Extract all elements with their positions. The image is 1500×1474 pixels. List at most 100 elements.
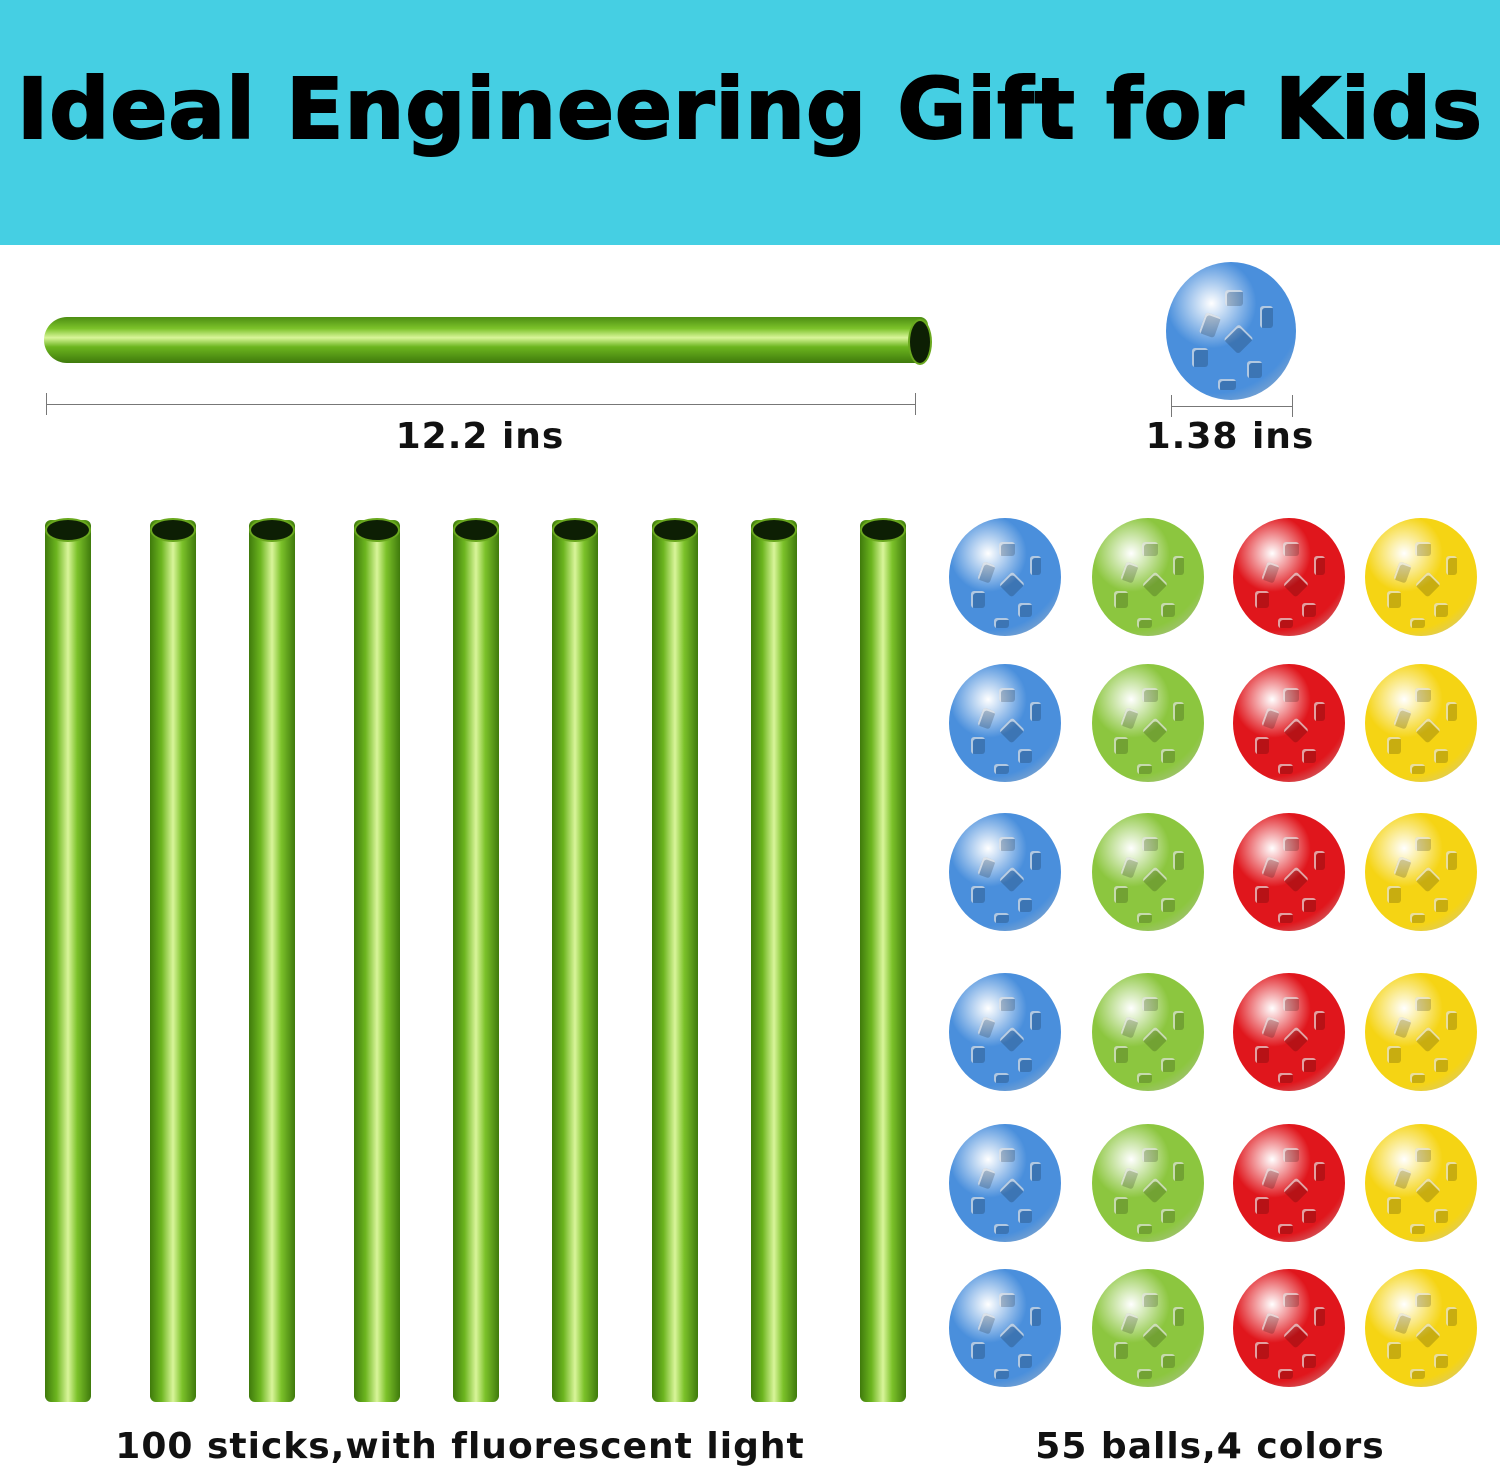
ball-dimension-line	[1171, 406, 1292, 407]
ball-hole	[1141, 1026, 1168, 1053]
ball-hole	[1415, 1147, 1432, 1162]
ball-hole	[1261, 856, 1281, 879]
ball-hole	[1434, 602, 1448, 618]
ball-hole	[1313, 555, 1325, 575]
ball-hole	[1302, 897, 1316, 913]
ball-diameter-label: 1.38 ins	[1145, 416, 1315, 457]
ball-hole	[1255, 1046, 1269, 1063]
ball-hole	[1393, 1016, 1413, 1039]
stick-image	[751, 518, 797, 1402]
ball-hole	[1414, 717, 1441, 744]
ball-hole	[998, 1322, 1025, 1349]
dimension-tick	[1292, 395, 1293, 417]
ball-hole	[1415, 1292, 1432, 1307]
ball-hole	[1415, 687, 1432, 702]
ball-hole	[1393, 561, 1413, 584]
ball-hole	[1018, 1208, 1032, 1224]
ball-hole	[1283, 687, 1300, 702]
header-banner	[0, 0, 1500, 245]
ball-hole	[1415, 541, 1432, 556]
ball-hole	[999, 1147, 1016, 1162]
ball-hole	[1142, 1292, 1159, 1307]
ball-hole	[1302, 1208, 1316, 1224]
stick-opening	[249, 518, 295, 542]
ball-image	[949, 664, 1061, 782]
ball-hole	[1409, 1073, 1426, 1083]
ball-hole	[999, 1292, 1016, 1307]
ball-hole	[971, 737, 985, 754]
ball-hole	[1018, 602, 1032, 618]
ball-hole	[1255, 1342, 1269, 1359]
ball-hole	[1114, 1342, 1128, 1359]
ball-hole	[1434, 748, 1448, 764]
ball-image	[949, 1124, 1061, 1242]
ball-hole	[1261, 1167, 1281, 1190]
ball-hole	[1141, 866, 1168, 893]
ball-hole	[1114, 1197, 1128, 1214]
stick-image	[652, 518, 698, 1402]
ball-hole	[1282, 717, 1309, 744]
dimension-tick	[915, 393, 916, 415]
ball-hole	[1393, 1312, 1413, 1335]
ball-hole	[1029, 1010, 1041, 1030]
ball-hole	[1409, 764, 1426, 774]
ball-hole	[1313, 701, 1325, 721]
ball-hole	[999, 687, 1016, 702]
ball-hole	[993, 618, 1010, 628]
ball-hole	[1445, 701, 1457, 721]
ball-hole	[1029, 1306, 1041, 1326]
stick-image	[354, 518, 400, 1402]
ball-hole	[1142, 836, 1159, 851]
ball-hole	[1136, 1073, 1153, 1083]
ball-hole	[1161, 1353, 1175, 1369]
ball-hole	[977, 856, 997, 879]
ball-hole	[1136, 764, 1153, 774]
ball-hole	[1192, 347, 1208, 367]
ball-image	[1092, 1124, 1204, 1242]
ball-hole	[1136, 618, 1153, 628]
ball-hole	[1120, 1016, 1140, 1039]
ball-hole	[1141, 717, 1168, 744]
ball-hole	[1445, 1161, 1457, 1181]
ball-hole	[1114, 737, 1128, 754]
ball-hole	[1141, 1322, 1168, 1349]
ball-image	[1233, 518, 1345, 636]
ball-hole	[1261, 561, 1281, 584]
ball-hole	[1114, 1046, 1128, 1063]
ball-hole	[1161, 1208, 1175, 1224]
ball-hole	[1018, 748, 1032, 764]
ball-hole	[1409, 913, 1426, 923]
stick-opening	[45, 518, 91, 542]
ball-hole	[1313, 1306, 1325, 1326]
ball-hole	[1409, 1369, 1426, 1379]
ball-hole	[998, 1026, 1025, 1053]
ball-hole	[1172, 850, 1184, 870]
ball-image	[1233, 973, 1345, 1091]
stick-opening	[908, 319, 932, 365]
ball-hole	[1282, 866, 1309, 893]
ball-hole	[1393, 707, 1413, 730]
horizontal-stick-image	[44, 317, 928, 363]
ball-hole	[1161, 897, 1175, 913]
stick-image	[453, 518, 499, 1402]
ball-hole	[1029, 555, 1041, 575]
ball-hole	[998, 571, 1025, 598]
ball-hole	[1223, 324, 1254, 355]
ball-hole	[1018, 897, 1032, 913]
ball-hole	[1414, 1177, 1441, 1204]
ball-hole	[1282, 1322, 1309, 1349]
ball-hole	[977, 1016, 997, 1039]
ball-hole	[999, 836, 1016, 851]
ball-hole	[993, 913, 1010, 923]
ball-hole	[1246, 361, 1263, 378]
ball-hole	[998, 717, 1025, 744]
ball-hole	[1387, 1342, 1401, 1359]
ball-hole	[1277, 913, 1294, 923]
ball-hole	[1434, 897, 1448, 913]
ball-hole	[1415, 836, 1432, 851]
ball-hole	[1136, 1224, 1153, 1234]
ball-hole	[1018, 1353, 1032, 1369]
ball-hole	[1120, 707, 1140, 730]
ball-hole	[977, 1167, 997, 1190]
ball-hole	[971, 1197, 985, 1214]
